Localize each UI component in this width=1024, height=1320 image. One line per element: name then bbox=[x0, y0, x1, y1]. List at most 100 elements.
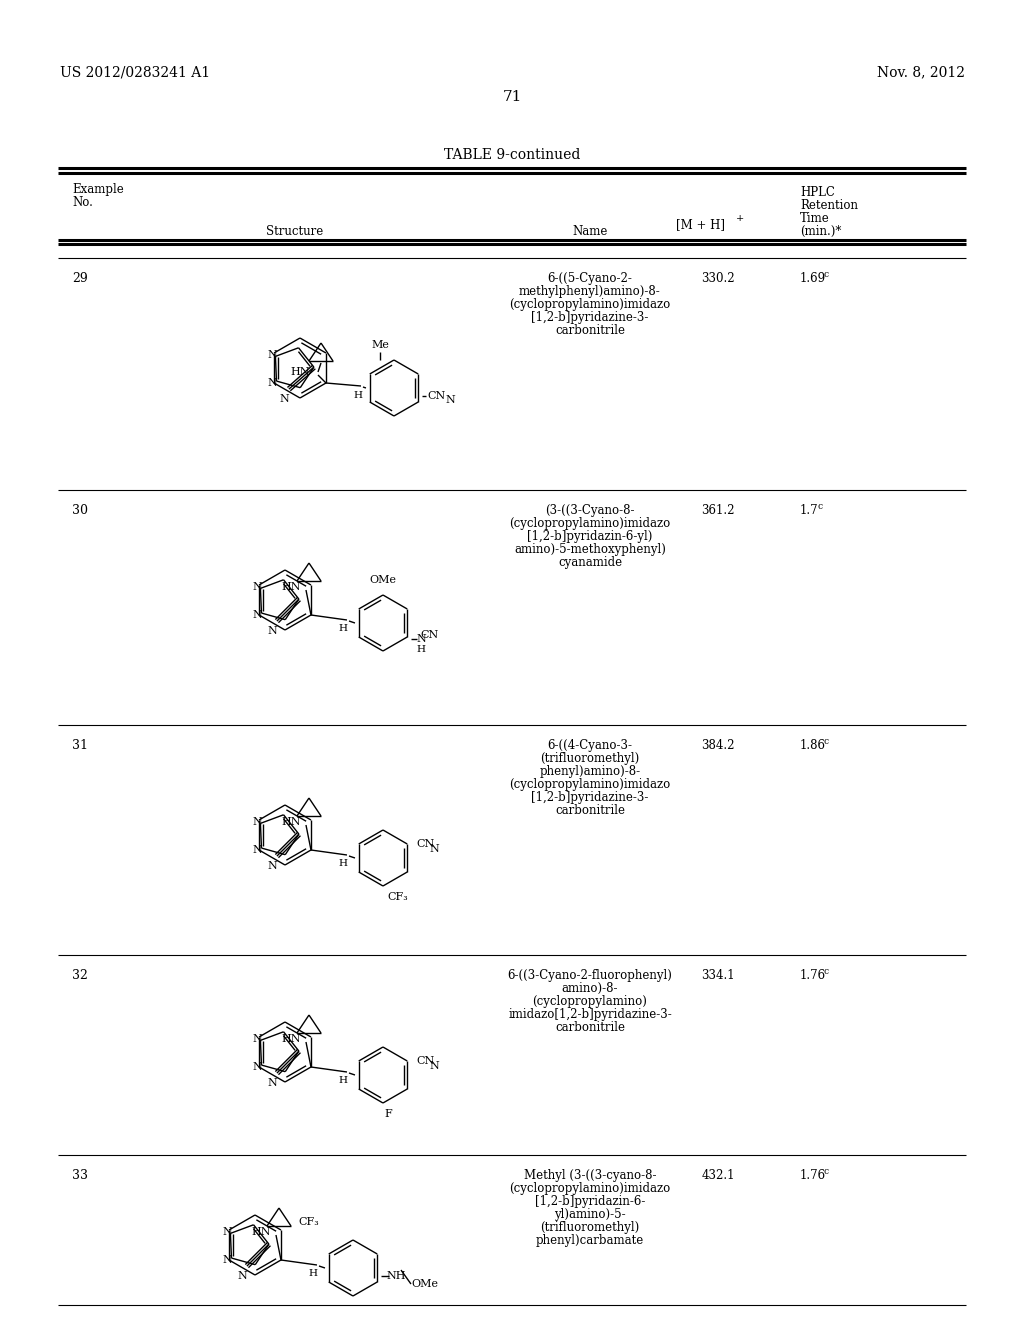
Text: N: N bbox=[429, 1061, 438, 1071]
Text: carbonitrile: carbonitrile bbox=[555, 323, 625, 337]
Text: Name: Name bbox=[572, 224, 607, 238]
Text: amino)-8-: amino)-8- bbox=[562, 982, 618, 995]
Text: phenyl)amino)-8-: phenyl)amino)-8- bbox=[540, 766, 641, 777]
Text: [1,2-b]pyridazine-3-: [1,2-b]pyridazine-3- bbox=[531, 791, 648, 804]
Text: H: H bbox=[416, 644, 425, 653]
Text: N: N bbox=[252, 610, 262, 620]
Text: (cyclopropylamino)imidazo: (cyclopropylamino)imidazo bbox=[509, 1181, 671, 1195]
Text: CF₃: CF₃ bbox=[298, 1217, 318, 1228]
Text: 1.7: 1.7 bbox=[800, 504, 818, 517]
Text: amino)-5-methoxyphenyl): amino)-5-methoxyphenyl) bbox=[514, 543, 666, 556]
Text: 1.69: 1.69 bbox=[800, 272, 826, 285]
Text: H: H bbox=[339, 624, 347, 634]
Text: (cyclopropylamino): (cyclopropylamino) bbox=[532, 995, 647, 1008]
Text: 1.86: 1.86 bbox=[800, 739, 826, 752]
Text: [1,2-b]pyridazine-3-: [1,2-b]pyridazine-3- bbox=[531, 312, 648, 323]
Text: (min.)*: (min.)* bbox=[800, 224, 842, 238]
Text: methylphenyl)amino)-8-: methylphenyl)amino)-8- bbox=[519, 285, 660, 298]
Text: (cyclopropylamino)imidazo: (cyclopropylamino)imidazo bbox=[509, 298, 671, 312]
Text: N: N bbox=[416, 634, 426, 644]
Text: N: N bbox=[267, 350, 276, 360]
Text: HN: HN bbox=[291, 367, 310, 378]
Text: c: c bbox=[823, 737, 828, 746]
Text: N: N bbox=[279, 395, 289, 404]
Text: cyanamide: cyanamide bbox=[558, 556, 622, 569]
Text: c: c bbox=[817, 502, 822, 511]
Text: (trifluoromethyl): (trifluoromethyl) bbox=[541, 1221, 640, 1234]
Text: N: N bbox=[252, 1063, 262, 1072]
Text: Example: Example bbox=[72, 183, 124, 195]
Text: [M + H]: [M + H] bbox=[676, 218, 725, 231]
Text: Methyl (3-((3-cyano-8-: Methyl (3-((3-cyano-8- bbox=[523, 1170, 656, 1181]
Text: H: H bbox=[308, 1269, 317, 1278]
Text: 361.2: 361.2 bbox=[701, 504, 735, 517]
Text: CN: CN bbox=[427, 391, 445, 401]
Text: 6-((3-Cyano-2-fluorophenyl): 6-((3-Cyano-2-fluorophenyl) bbox=[508, 969, 673, 982]
Text: 71: 71 bbox=[503, 90, 521, 104]
Text: 1.76: 1.76 bbox=[800, 969, 826, 982]
Text: N: N bbox=[252, 1034, 262, 1044]
Text: N: N bbox=[445, 395, 455, 405]
Text: HN: HN bbox=[282, 1034, 301, 1044]
Text: N: N bbox=[252, 845, 262, 855]
Text: (cyclopropylamino)imidazo: (cyclopropylamino)imidazo bbox=[509, 777, 671, 791]
Text: 432.1: 432.1 bbox=[701, 1170, 735, 1181]
Text: 32: 32 bbox=[72, 969, 88, 982]
Text: 6-((5-Cyano-2-: 6-((5-Cyano-2- bbox=[548, 272, 633, 285]
Text: N: N bbox=[429, 843, 438, 854]
Text: (3-((3-Cyano-8-: (3-((3-Cyano-8- bbox=[545, 504, 635, 517]
Text: 29: 29 bbox=[72, 272, 88, 285]
Text: Retention: Retention bbox=[800, 199, 858, 213]
Text: yl)amino)-5-: yl)amino)-5- bbox=[554, 1208, 626, 1221]
Text: Time: Time bbox=[800, 213, 829, 224]
Text: 384.2: 384.2 bbox=[701, 739, 735, 752]
Text: HPLC: HPLC bbox=[800, 186, 835, 199]
Text: N: N bbox=[267, 378, 276, 388]
Text: HN: HN bbox=[282, 582, 301, 591]
Text: c: c bbox=[823, 968, 828, 975]
Text: OMe: OMe bbox=[370, 576, 396, 585]
Text: N: N bbox=[267, 626, 276, 636]
Text: N: N bbox=[222, 1228, 231, 1237]
Text: NH: NH bbox=[386, 1271, 406, 1280]
Text: c: c bbox=[823, 271, 828, 279]
Text: TABLE 9-continued: TABLE 9-continued bbox=[443, 148, 581, 162]
Text: [1,2-b]pyridazin-6-yl): [1,2-b]pyridazin-6-yl) bbox=[527, 531, 652, 543]
Text: (trifluoromethyl): (trifluoromethyl) bbox=[541, 752, 640, 766]
Text: Nov. 8, 2012: Nov. 8, 2012 bbox=[877, 65, 965, 79]
Text: c: c bbox=[823, 1167, 828, 1176]
Text: N: N bbox=[267, 861, 276, 871]
Text: H: H bbox=[339, 859, 347, 869]
Text: phenyl)carbamate: phenyl)carbamate bbox=[536, 1234, 644, 1247]
Text: Me: Me bbox=[371, 341, 389, 350]
Text: H: H bbox=[353, 391, 362, 400]
Text: 30: 30 bbox=[72, 504, 88, 517]
Text: F: F bbox=[384, 1109, 392, 1119]
Text: No.: No. bbox=[72, 195, 93, 209]
Text: HN: HN bbox=[282, 817, 301, 828]
Text: N: N bbox=[237, 1271, 247, 1282]
Text: CN: CN bbox=[416, 1056, 434, 1067]
Text: N: N bbox=[252, 582, 262, 591]
Text: CF₃: CF₃ bbox=[388, 892, 409, 902]
Text: carbonitrile: carbonitrile bbox=[555, 804, 625, 817]
Text: CN: CN bbox=[420, 630, 438, 640]
Text: H: H bbox=[339, 1076, 347, 1085]
Text: +: + bbox=[736, 214, 744, 223]
Text: 330.2: 330.2 bbox=[701, 272, 735, 285]
Text: 31: 31 bbox=[72, 739, 88, 752]
Text: 1.76: 1.76 bbox=[800, 1170, 826, 1181]
Text: HN: HN bbox=[252, 1228, 271, 1237]
Text: carbonitrile: carbonitrile bbox=[555, 1020, 625, 1034]
Text: N: N bbox=[252, 817, 262, 828]
Text: CN: CN bbox=[416, 840, 434, 849]
Text: [1,2-b]pyridazin-6-: [1,2-b]pyridazin-6- bbox=[535, 1195, 645, 1208]
Text: OMe: OMe bbox=[411, 1279, 438, 1290]
Text: N: N bbox=[222, 1255, 231, 1265]
Text: Structure: Structure bbox=[266, 224, 324, 238]
Text: 334.1: 334.1 bbox=[701, 969, 735, 982]
Text: 6-((4-Cyano-3-: 6-((4-Cyano-3- bbox=[548, 739, 633, 752]
Text: imidazo[1,2-b]pyridazine-3-: imidazo[1,2-b]pyridazine-3- bbox=[508, 1008, 672, 1020]
Text: (cyclopropylamino)imidazo: (cyclopropylamino)imidazo bbox=[509, 517, 671, 531]
Text: N: N bbox=[267, 1078, 276, 1088]
